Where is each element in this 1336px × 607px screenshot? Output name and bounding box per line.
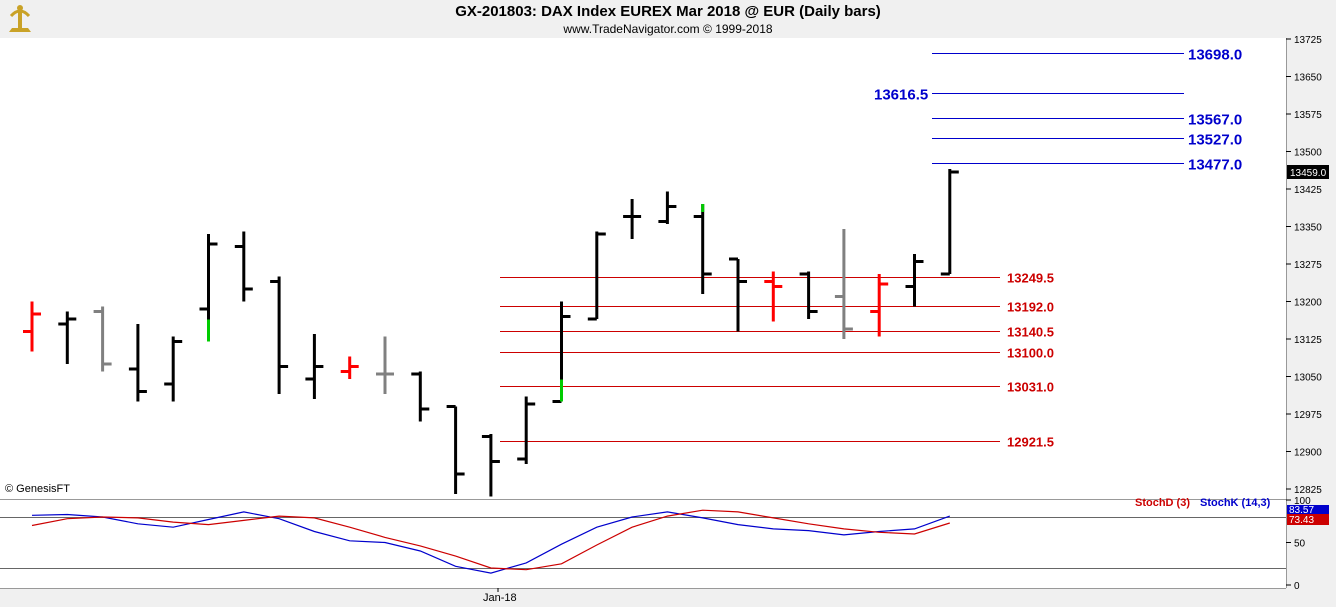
x-axis-date-label: Jan-18 bbox=[483, 592, 517, 604]
last-price-label: 13459.0 bbox=[1290, 168, 1327, 179]
price-tick-label: 13500 bbox=[1294, 148, 1322, 159]
price-tick-label: 13575 bbox=[1294, 110, 1322, 121]
resistance-label: 13477.0 bbox=[1188, 157, 1242, 174]
price-axis: 12825 12900 12975 13050 13125 13200 13275 13350… bbox=[1286, 35, 1329, 496]
stoch-tick-label: 50 bbox=[1294, 539, 1306, 550]
stoch-tick-label: 0 bbox=[1294, 581, 1300, 592]
price-tick-label: 13125 bbox=[1294, 335, 1322, 346]
price-tick-label: 12825 bbox=[1294, 485, 1322, 496]
price-tick-label: 13200 bbox=[1294, 298, 1322, 309]
support-label: 13192.0 bbox=[1007, 300, 1054, 315]
genesis-copyright: © GenesisFT bbox=[5, 483, 70, 495]
support-label: 13031.0 bbox=[1007, 380, 1054, 395]
price-tick-label: 12975 bbox=[1294, 410, 1322, 421]
resistance-label: 13527.0 bbox=[1188, 132, 1242, 149]
support-label: 13100.0 bbox=[1007, 346, 1054, 361]
support-label: 13140.5 bbox=[1007, 325, 1054, 340]
support-label: 12921.5 bbox=[1007, 435, 1054, 450]
price-tick-label: 13650 bbox=[1294, 73, 1322, 84]
price-tick-label: 13275 bbox=[1294, 260, 1322, 271]
stochk-legend: StochK (14,3) bbox=[1200, 497, 1271, 509]
stochd-legend: StochD (3) bbox=[1135, 497, 1190, 509]
price-tick-label: 13350 bbox=[1294, 223, 1322, 234]
support-label: 13249.5 bbox=[1007, 271, 1054, 286]
price-tick-label: 12900 bbox=[1294, 448, 1322, 459]
stochastic-panel bbox=[0, 500, 1286, 588]
stochd-value: 73.43 bbox=[1289, 515, 1314, 526]
price-tick-label: 13050 bbox=[1294, 373, 1322, 384]
price-tick-label: 13425 bbox=[1294, 185, 1322, 196]
resistance-label: 13616.5 bbox=[874, 87, 928, 104]
resistance-label: 13567.0 bbox=[1188, 112, 1242, 129]
price-panel bbox=[0, 38, 1286, 499]
resistance-label: 13698.0 bbox=[1188, 47, 1242, 64]
price-tick-label: 13725 bbox=[1294, 35, 1322, 46]
